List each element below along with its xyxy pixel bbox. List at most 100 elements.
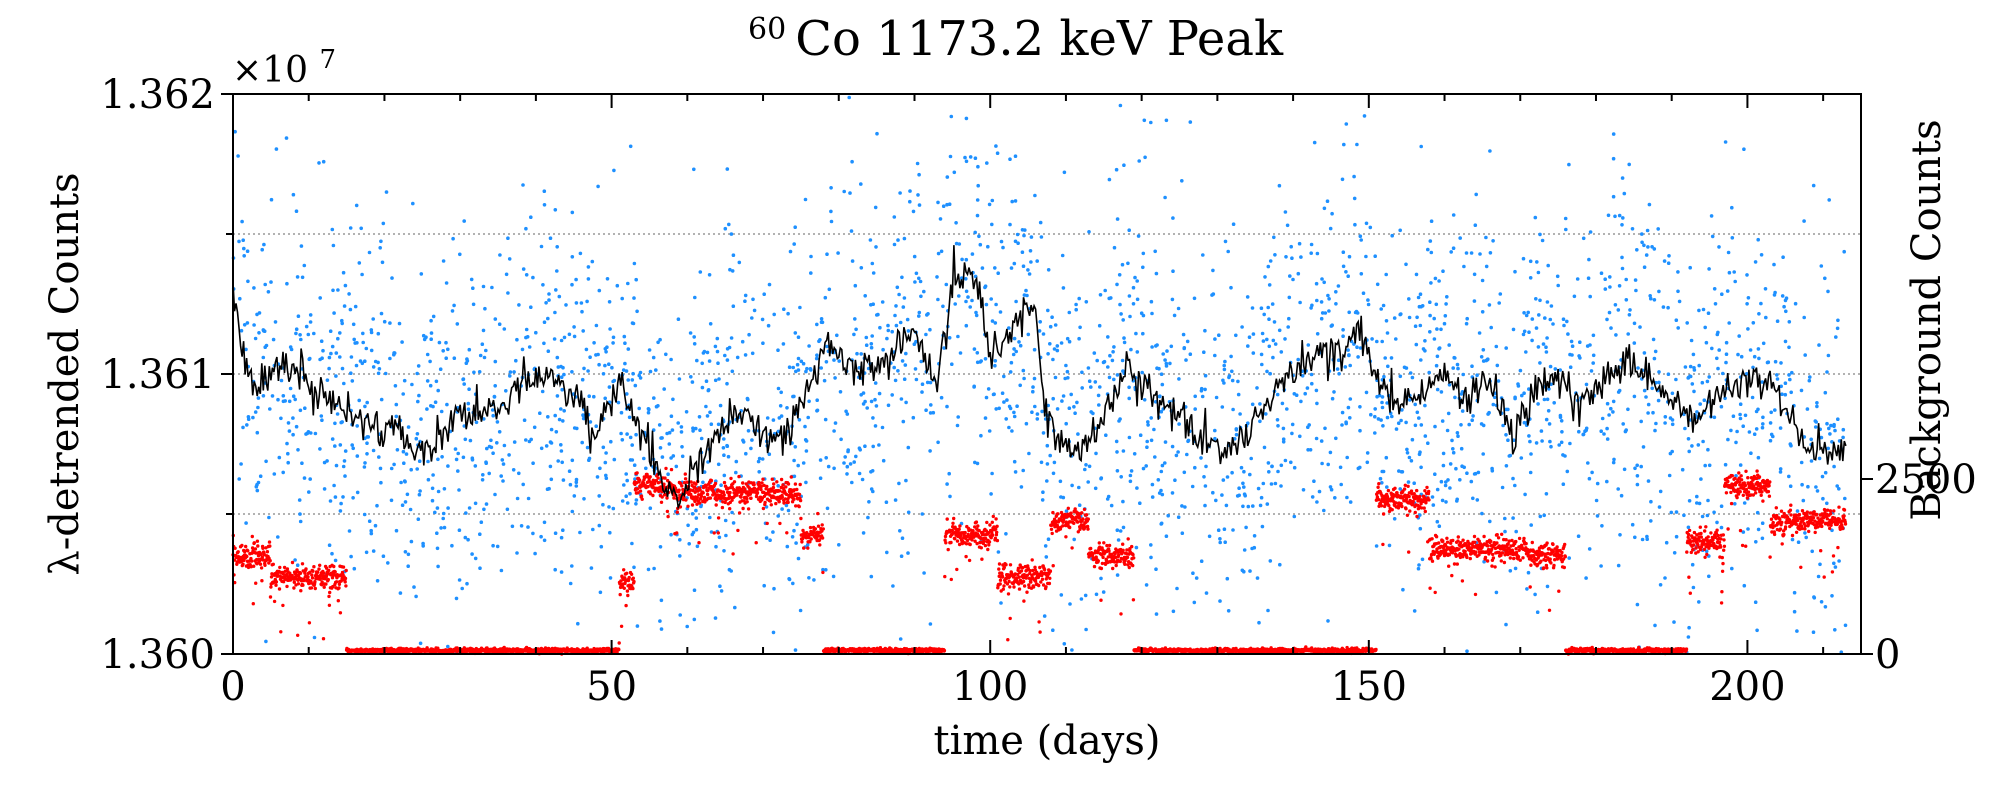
measured-point	[1494, 344, 1499, 349]
background-point	[631, 576, 635, 580]
background-point	[777, 489, 782, 493]
measured-point	[351, 322, 356, 327]
measured-point	[1584, 382, 1589, 387]
measured-point	[1587, 257, 1591, 262]
measured-point	[1226, 609, 1231, 613]
measured-point	[1732, 270, 1736, 274]
background-point	[635, 471, 639, 475]
measured-point	[462, 219, 467, 223]
measured-point	[453, 447, 458, 451]
measured-point	[1670, 449, 1674, 454]
measured-point	[1193, 407, 1197, 411]
measured-point	[1547, 422, 1552, 426]
measured-point	[1048, 342, 1052, 346]
measured-point	[1237, 486, 1241, 491]
measured-point	[1072, 537, 1076, 542]
measured-point	[274, 147, 279, 151]
measured-point	[1010, 199, 1014, 204]
measured-point	[1636, 366, 1640, 370]
measured-point	[388, 356, 392, 361]
measured-point	[319, 339, 324, 344]
measured-point	[1327, 309, 1331, 313]
measured-point	[718, 403, 723, 408]
measured-point	[1224, 503, 1229, 508]
measured-point	[801, 461, 806, 465]
measured-point	[1712, 415, 1717, 420]
measured-point	[832, 358, 836, 362]
measured-point	[1563, 216, 1568, 221]
measured-point	[646, 410, 651, 415]
measured-point	[386, 561, 390, 565]
measured-point	[634, 502, 638, 506]
measured-point	[1347, 353, 1351, 357]
measured-point	[296, 448, 300, 452]
measured-point	[771, 530, 775, 534]
measured-point	[698, 270, 703, 274]
measured-point	[692, 342, 697, 346]
measured-point	[1408, 398, 1412, 402]
measured-point	[1687, 625, 1691, 630]
measured-point	[1727, 270, 1732, 275]
measured-point	[729, 569, 733, 573]
measured-point	[1185, 339, 1190, 344]
measured-point	[298, 333, 302, 337]
measured-point	[367, 519, 372, 523]
measured-point	[506, 236, 510, 240]
measured-point	[1616, 563, 1621, 568]
measured-point	[1259, 306, 1264, 311]
measured-point	[1724, 340, 1729, 345]
measured-point	[922, 289, 926, 294]
measured-point	[1465, 649, 1469, 653]
measured-point	[994, 144, 998, 148]
measured-point	[798, 305, 802, 310]
measured-point	[1823, 605, 1828, 609]
measured-point	[394, 414, 399, 419]
measured-point	[1065, 336, 1070, 341]
measured-point	[561, 478, 566, 482]
measured-point	[964, 257, 969, 262]
measured-point	[722, 549, 726, 553]
measured-point	[670, 428, 675, 432]
measured-point	[1545, 336, 1549, 340]
measured-point	[437, 340, 442, 345]
measured-point	[1736, 352, 1740, 357]
measured-point	[1329, 487, 1334, 492]
measured-point	[433, 400, 438, 405]
measured-point	[451, 236, 455, 241]
measured-point	[1503, 516, 1507, 521]
measured-point	[1419, 144, 1423, 149]
measured-point	[1527, 330, 1531, 335]
measured-point	[1648, 294, 1652, 298]
measured-point	[463, 535, 468, 540]
background-point	[745, 496, 749, 501]
measured-point	[990, 471, 994, 476]
measured-point	[268, 407, 272, 411]
measured-point	[886, 328, 891, 333]
measured-point	[373, 523, 378, 528]
measured-point	[1074, 302, 1078, 307]
measured-point	[1686, 437, 1691, 441]
measured-point	[559, 338, 564, 343]
measured-point	[1827, 426, 1831, 431]
measured-point	[760, 457, 765, 461]
measured-point	[1181, 332, 1186, 337]
measured-point	[715, 349, 720, 354]
measured-point	[570, 458, 575, 463]
measured-point	[877, 443, 881, 447]
measured-point	[729, 336, 734, 340]
measured-point	[1270, 464, 1274, 469]
background-point	[816, 511, 820, 516]
measured-point	[567, 469, 572, 474]
measured-point	[898, 191, 902, 195]
measured-point	[1522, 311, 1526, 315]
measured-point	[1778, 467, 1783, 471]
measured-point	[1788, 377, 1792, 382]
measured-point	[750, 351, 755, 356]
measured-point	[1451, 246, 1456, 250]
measured-point	[1516, 382, 1520, 386]
measured-point	[1309, 251, 1313, 255]
measured-point	[1429, 250, 1434, 255]
measured-point	[456, 451, 461, 456]
measured-point	[338, 509, 343, 513]
measured-point	[919, 294, 923, 299]
